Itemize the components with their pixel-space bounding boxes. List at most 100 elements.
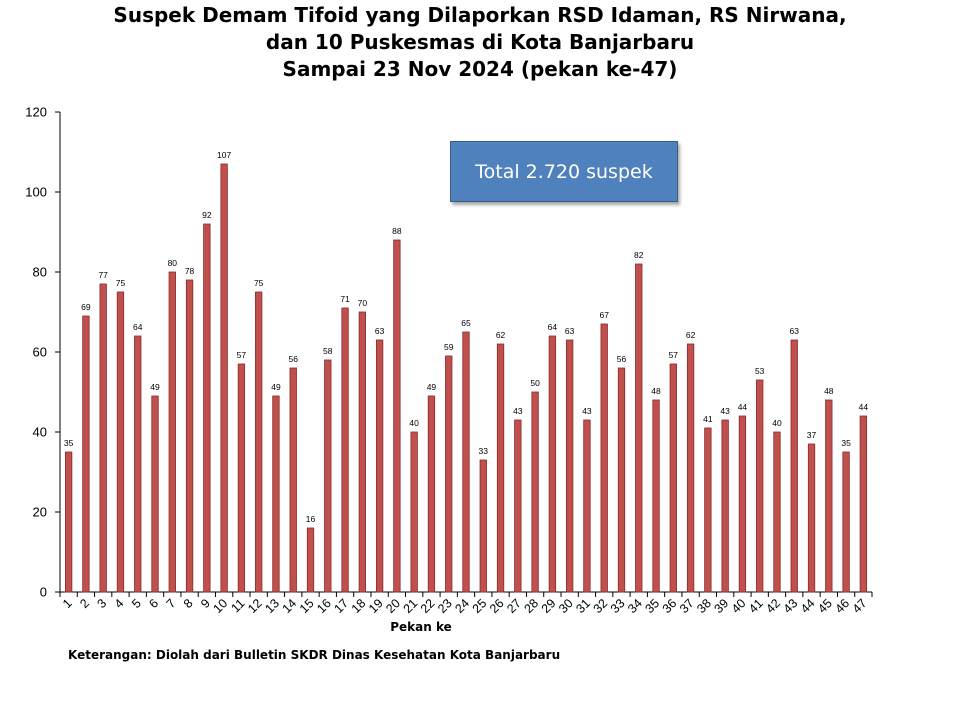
x-tick-label: 9	[198, 596, 213, 611]
bar	[306, 527, 315, 593]
bar	[358, 311, 366, 593]
bar	[134, 335, 142, 593]
bar-value-label: 49	[150, 382, 160, 392]
bar	[462, 331, 470, 593]
bar	[64, 451, 73, 593]
bar	[738, 415, 747, 593]
bar-value-label: 43	[582, 406, 592, 416]
bar	[773, 431, 781, 593]
y-tick-label: 120	[25, 105, 47, 120]
bar-value-label: 78	[185, 266, 195, 276]
chart-title-line-2: dan 10 Puskesmas di Kota Banjarbaru	[265, 30, 695, 54]
bar	[548, 335, 557, 593]
bar-value-label: 71	[340, 294, 350, 304]
bar	[859, 415, 868, 593]
bar	[341, 307, 349, 593]
x-tick-label: 2	[77, 596, 92, 611]
x-tick-label: 10	[211, 596, 231, 616]
x-tick-label: 8	[181, 596, 196, 611]
bar	[203, 223, 211, 593]
bar	[116, 291, 125, 593]
y-tick-label: 0	[40, 585, 47, 600]
bar-value-label: 57	[237, 350, 247, 360]
bar	[514, 419, 522, 593]
bar-value-label: 77	[98, 270, 108, 280]
bar-value-label: 48	[824, 386, 834, 396]
x-tick-label: 3	[94, 596, 109, 611]
bar	[289, 367, 297, 593]
bar-value-label: 40	[409, 418, 419, 428]
bar-value-label: 62	[496, 330, 506, 340]
bar	[756, 379, 764, 593]
bar	[842, 451, 850, 593]
bar-value-label: 44	[859, 402, 869, 412]
chart-bars	[64, 163, 868, 593]
bar	[669, 363, 677, 593]
bar-value-label: 57	[669, 350, 679, 360]
bar-value-label: 49	[427, 382, 437, 392]
bar-value-label: 41	[703, 414, 713, 424]
footnote: Keterangan: Diolah dari Bulletin SKDR Di…	[68, 648, 561, 662]
y-tick-label: 60	[33, 345, 47, 360]
bar-value-label: 50	[530, 378, 540, 388]
bar	[790, 339, 798, 593]
bar	[220, 163, 228, 593]
bar-value-label: 64	[548, 322, 558, 332]
bar	[445, 355, 453, 593]
bar	[617, 367, 626, 593]
y-tick-labels: 0 20 40 60 80 100 120	[25, 105, 47, 600]
bar-value-label: 58	[323, 346, 333, 356]
bar-value-label: 40	[772, 418, 782, 428]
bar-value-label: 56	[617, 354, 627, 364]
bar	[600, 323, 608, 593]
bar	[496, 343, 505, 593]
y-tick-label: 40	[33, 425, 47, 440]
bar-value-label: 44	[738, 402, 748, 412]
bar	[324, 359, 332, 593]
y-tick-label: 100	[25, 185, 47, 200]
bar	[272, 395, 280, 593]
total-annotation-box: Total 2.720 suspek	[450, 141, 678, 202]
bar	[393, 239, 401, 593]
bar	[168, 271, 176, 593]
bar-value-label: 56	[288, 354, 298, 364]
bar	[99, 283, 107, 593]
bar-value-label: 88	[392, 226, 402, 236]
bar-value-label: 35	[841, 438, 851, 448]
bar	[566, 339, 574, 593]
bar-value-label: 33	[479, 446, 489, 456]
bar	[151, 395, 159, 593]
bar	[185, 279, 194, 593]
bar	[531, 391, 539, 593]
bar	[825, 399, 833, 593]
bar	[635, 263, 643, 593]
bar-value-label: 70	[358, 298, 368, 308]
bar-value-label: 75	[116, 278, 126, 288]
y-tick-label: 80	[33, 265, 47, 280]
bar	[721, 419, 729, 593]
bar	[704, 427, 712, 593]
bar-value-label: 63	[375, 326, 385, 336]
bar	[686, 343, 695, 593]
x-axis-label: Pekan ke	[390, 620, 452, 634]
bar-value-label: 63	[790, 326, 800, 336]
bar-value-label: 69	[81, 302, 91, 312]
bar	[82, 315, 90, 593]
total-annotation-text: Total 2.720 suspek	[475, 160, 653, 183]
y-tick-label: 20	[33, 505, 47, 520]
bar-value-label: 107	[217, 150, 231, 160]
chart-title: Suspek Demam Tifoid yang Dilaporkan RSD …	[0, 2, 960, 83]
bar-value-label: 80	[168, 258, 178, 268]
bar	[375, 339, 384, 593]
bar-value-label: 67	[599, 310, 609, 320]
bar-value-label: 65	[461, 318, 471, 328]
chart-title-line-3: Sampai 23 Nov 2024 (pekan ke-47)	[282, 57, 678, 81]
bar	[652, 399, 660, 593]
bar-value-label: 59	[444, 342, 454, 352]
bar-value-label: 53	[755, 366, 765, 376]
bar-value-label: 82	[634, 250, 644, 260]
x-tick-labels: 1 2 3 4 5 6 7 8 91011121314151617181920212223242…	[60, 596, 870, 616]
bar-value-label: 16	[306, 514, 316, 524]
bar	[237, 363, 246, 593]
